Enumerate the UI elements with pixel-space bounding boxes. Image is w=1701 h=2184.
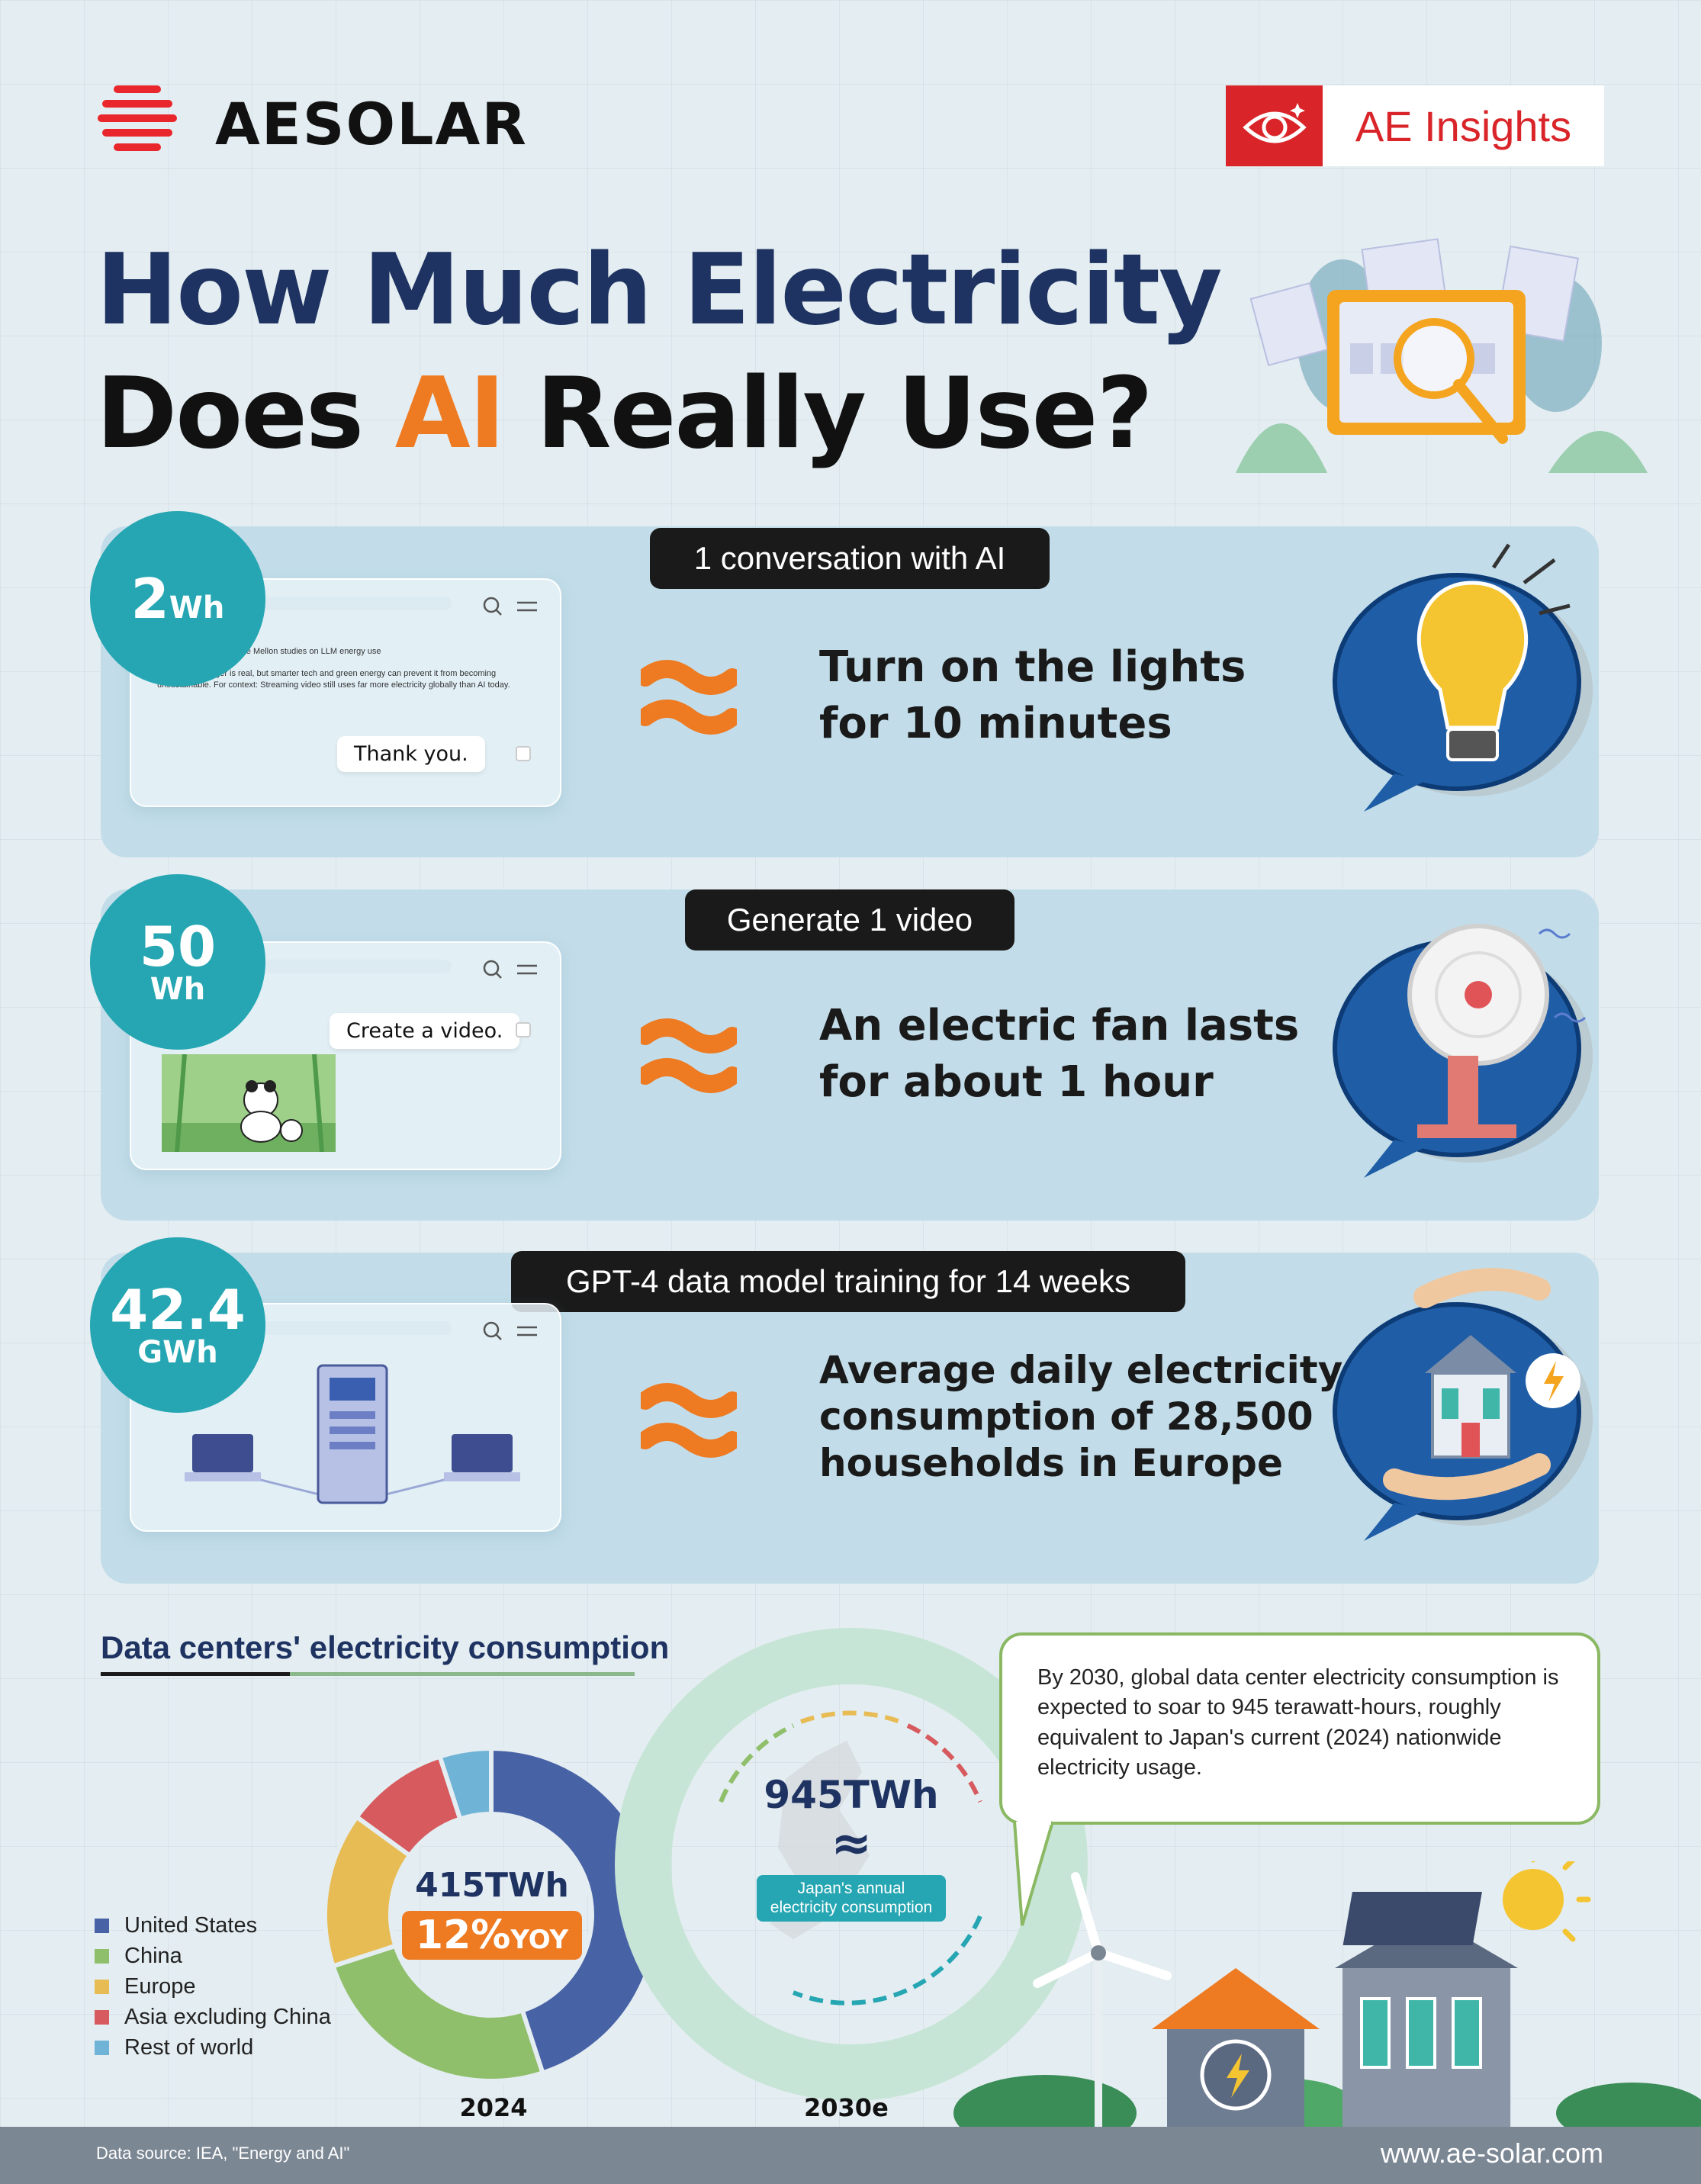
aesolar-logo-icon	[98, 85, 177, 162]
legend-swatch	[95, 2009, 109, 2025]
legend-label: United States	[124, 1912, 258, 1938]
title-line-2: Does AI Really Use?	[96, 357, 1153, 471]
house-in-hands-icon	[1333, 1268, 1593, 1541]
chat-message: Thank you.	[337, 736, 485, 772]
donut-slice-rest-of-world	[436, 1747, 494, 1822]
callout-pointer	[1013, 1819, 1054, 1926]
legend-label: Europe	[124, 1973, 196, 1999]
donut-slice-china	[330, 1943, 546, 2083]
task-pill-training: GPT-4 data model training for 14 weeks	[511, 1251, 1185, 1312]
title-line-1: How Much Electricity	[96, 233, 1222, 347]
brand-name: AESOLAR	[215, 90, 528, 158]
approx-icon	[641, 1383, 737, 1458]
eye-icon	[1226, 85, 1323, 166]
chat-body-text: AI's energy hunger is real, but smarter …	[157, 669, 510, 690]
equivalent-text-conversation: Turn on the lights for 10 minutes	[819, 642, 1246, 749]
legend-swatch	[95, 2040, 109, 2055]
title-does: Does	[96, 357, 395, 471]
server-network-icon	[185, 1364, 520, 1504]
amount-unit: GWh	[137, 1335, 218, 1370]
legend-swatch	[95, 1979, 109, 1994]
amount-circle-2wh: 2Wh	[90, 511, 265, 687]
search-menu-icon	[483, 1321, 537, 1340]
amount-circle-50wh: 50 Wh	[90, 874, 265, 1050]
donut-total: 415TWh	[415, 1866, 569, 1905]
panda-video-thumbnail-icon	[162, 1054, 336, 1152]
legend-swatch	[95, 1948, 109, 1964]
approx-icon	[641, 660, 737, 735]
amount-unit: Wh	[150, 972, 206, 1007]
projection-center: 945TWh ≈ Japan's annual electricity cons…	[729, 1773, 973, 1922]
amount-unit: Wh	[169, 590, 225, 626]
legend-swatch	[95, 1918, 109, 1933]
yoy-badge: 12%YOY	[401, 1911, 583, 1960]
projection-callout: By 2030, global data center electricity …	[999, 1632, 1600, 1825]
legend-item: Asia excluding China	[95, 2002, 331, 2032]
task-pill-video: Generate 1 video	[685, 889, 1014, 950]
ae-insights-badge: AE Insights	[1226, 85, 1604, 166]
title-underline-dark	[101, 1672, 290, 1676]
search-menu-icon	[483, 597, 537, 616]
legend-label: Asia excluding China	[124, 2004, 331, 2029]
chart-legend: United States China Europe Asia excluding C…	[95, 1910, 331, 2063]
legend-item: China	[95, 1941, 331, 1971]
approx-icon	[641, 1018, 737, 1093]
equivalent-text-video: An electric fan lasts for about 1 hour	[819, 1001, 1300, 1108]
search-illustration-icon	[1236, 238, 1648, 473]
legend-label: China	[124, 1943, 182, 1968]
light-bulb-icon	[1333, 543, 1593, 812]
donut-chart-2024	[323, 1747, 659, 2083]
renewable-energy-house-illustration-icon	[953, 1861, 1701, 2127]
year-label-2024: 2024	[459, 2093, 528, 2122]
amount-circle-42gwh: 42.4 GWh	[90, 1237, 265, 1413]
badge-label: AE Insights	[1355, 101, 1572, 150]
donut-slice-united-states	[489, 1747, 659, 2076]
amount-number: 2	[130, 567, 169, 631]
title-underline-green	[290, 1672, 635, 1676]
year-label-2030e: 2030e	[804, 2093, 889, 2122]
electric-fan-icon	[1333, 924, 1593, 1178]
amount-number: 42.4	[110, 1278, 246, 1342]
projection-approx-symbol: ≈	[831, 1816, 872, 1872]
donut-center: 415TWh 12%YOY	[389, 1866, 595, 1960]
send-icon	[516, 746, 531, 761]
chat-message: Create a video.	[330, 1013, 520, 1049]
task-pill-conversation: 1 conversation with AI	[650, 528, 1050, 589]
legend-item: Europe	[95, 1971, 331, 2002]
equivalent-text-training: Average daily electricity consumption of…	[819, 1348, 1343, 1485]
amount-number: 50	[139, 915, 217, 979]
website-link[interactable]: www.ae-solar.com	[1380, 2137, 1603, 2169]
data-source: Data source: IEA, "Energy and AI"	[96, 2144, 350, 2163]
legend-label: Rest of world	[124, 2034, 254, 2060]
title-really-use: Really Use?	[503, 357, 1153, 471]
footer: Data source: IEA, "Energy and AI" www.ae…	[0, 2127, 1701, 2184]
japan-consumption-label: Japan's annual electricity consumption	[756, 1875, 947, 1922]
section-title-data-centers: Data centers' electricity consumption	[101, 1629, 670, 1665]
projection-total: 945TWh	[764, 1773, 939, 1817]
legend-item: Rest of world	[95, 2032, 331, 2063]
search-menu-icon	[483, 960, 537, 979]
title-ai: AI	[394, 357, 506, 471]
send-icon	[516, 1022, 531, 1037]
legend-item: United States	[95, 1910, 331, 1941]
